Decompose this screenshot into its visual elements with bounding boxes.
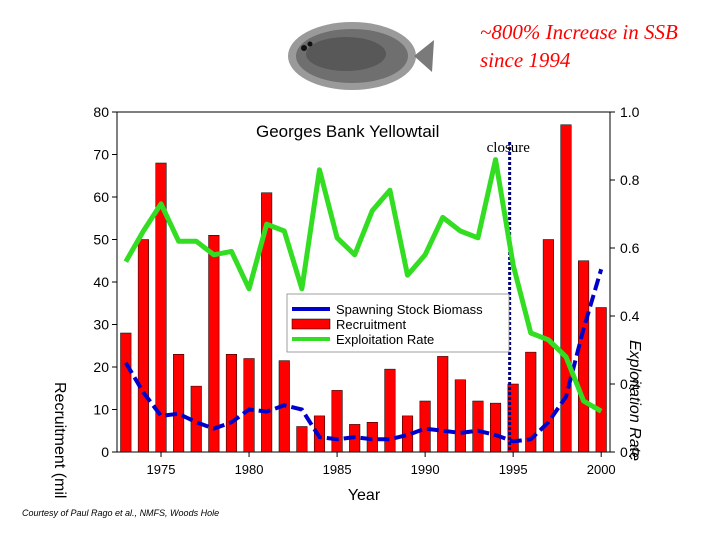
- y2-tick-label: 0.6: [620, 240, 640, 256]
- y-tick-label: 0: [101, 444, 109, 460]
- title-background: [252, 118, 482, 144]
- recruitment-bar: [384, 368, 396, 453]
- recruitment-bar: [225, 354, 237, 453]
- y2-tick-label: 0.0: [620, 444, 640, 460]
- recruitment-bar: [137, 239, 149, 453]
- y-tick-label: 80: [93, 104, 109, 120]
- credit-text: Courtesy of Paul Rago et al., NMFS, Wood…: [22, 508, 220, 518]
- recruitment-bar: [296, 426, 308, 453]
- recruitment-bar: [419, 400, 431, 453]
- x-tick-label: 1985: [323, 462, 352, 477]
- y-tick-label: 60: [93, 189, 109, 205]
- legend-swatch: [291, 318, 331, 330]
- chart-title: Georges Bank Yellowtail: [256, 122, 439, 141]
- headline: ~800% Increase in SSB since 1994: [480, 20, 678, 72]
- recruitment-bar: [472, 400, 484, 453]
- recruitment-bar: [120, 332, 132, 453]
- recruitment-bar: [261, 192, 273, 453]
- x-tick-label: 1995: [499, 462, 528, 477]
- x-axis-title: Year: [348, 487, 381, 504]
- x-tick-label: 1990: [411, 462, 440, 477]
- recruitment-bar: [454, 379, 466, 453]
- recruitment-bar: [507, 383, 519, 453]
- x-tick-label: 1980: [235, 462, 264, 477]
- y-tick-label: 20: [93, 359, 109, 375]
- x-tick-label: 2000: [587, 462, 616, 477]
- exploitation-line: [123, 157, 603, 414]
- recruitment-bar: [173, 354, 185, 453]
- y-tick-label: 50: [93, 232, 109, 248]
- recruitment-bar: [208, 235, 220, 453]
- ssb-line: [124, 268, 604, 444]
- y2-tick-label: 0.2: [620, 376, 640, 392]
- y-tick-label: 40: [93, 274, 109, 290]
- y-tick-label: 70: [93, 147, 109, 163]
- y2-tick-label: 0.8: [620, 172, 640, 188]
- y-tick-label: 10: [93, 402, 109, 418]
- y2-axis-title: Exploitation Rate: [626, 340, 643, 461]
- recruitment-bar: [490, 402, 502, 453]
- recruitment-bar: [331, 390, 343, 453]
- recruitment-bar: [560, 124, 572, 453]
- recruitment-bar: [437, 356, 449, 453]
- legend-label: Exploitation Rate: [336, 332, 434, 347]
- recruitment-bar: [155, 162, 167, 453]
- y2-tick-label: 1.0: [620, 104, 640, 120]
- x-tick-label: 1975: [147, 462, 176, 477]
- legend-label: Spawning Stock Biomass: [336, 302, 483, 317]
- y2-tick-label: 0.4: [620, 308, 640, 324]
- y-axis-title: Recruitment (mil: [51, 382, 68, 498]
- y-tick-label: 30: [93, 317, 109, 333]
- closure-label: closure: [487, 140, 531, 156]
- recruitment-bar: [243, 358, 255, 453]
- recruitment-bar: [578, 260, 590, 453]
- recruitment-bar: [525, 351, 537, 453]
- legend-label: Recruitment: [336, 317, 406, 332]
- recruitment-bar: [595, 307, 607, 453]
- flounder-icon: [288, 22, 434, 90]
